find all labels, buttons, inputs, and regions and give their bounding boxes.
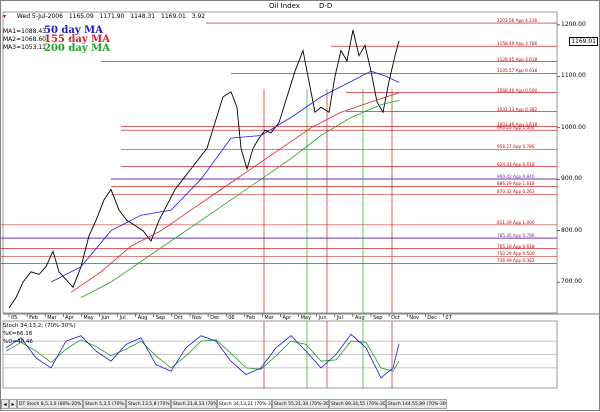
time-axis-label: May [83, 315, 94, 321]
time-axis-label: Jun [101, 315, 110, 321]
chart-title: Oil Index [269, 2, 300, 10]
fib-level-label: 958.27 App 0.786 [497, 144, 535, 150]
time-axis-label: Dec [427, 315, 437, 321]
time-axis-label: Jul [119, 315, 126, 321]
ma200-line [80, 100, 400, 298]
fib-level-label: 811.29 App 1.000 [497, 219, 535, 225]
title-bar: Oil Index D-D [1, 1, 599, 11]
tab-scroll-right-icon[interactable]: ▸ [9, 399, 17, 409]
fib-level-label: 736.49 App 0.382 [497, 258, 535, 264]
ohlc-close: 1169.01 [161, 13, 186, 20]
time-axis-label: Jul [336, 315, 343, 321]
price-axis-label: 1000.00 [561, 123, 586, 131]
chart-period: D-D [319, 2, 333, 10]
ohlc-change: 3.92 [191, 13, 206, 20]
ma2-legend: 155 day MA [44, 34, 110, 45]
indicator-tab[interactable]: Stoch 55,21,34 (70%-30%) [272, 399, 329, 409]
price-axis-label: 1200.00 [561, 20, 586, 28]
last-price-badge: 1169.01 [569, 36, 598, 46]
chart-menu-icon[interactable]: ▾ [3, 13, 7, 20]
time-axis-label: Apr [282, 315, 292, 321]
price-axis-label: 900.00 [561, 175, 582, 183]
time-axis-label: Feb [246, 315, 256, 321]
fib-level-label: 1002.40 App 3.618 [497, 121, 538, 127]
fib-level-label: 870.32 App 0.262 [497, 189, 535, 195]
time-axis-label: Aug [354, 315, 365, 321]
time-axis-label: Feb [29, 315, 38, 321]
indicator-tab[interactable]: Stoch 5,3,5 (70%-30%) [83, 399, 126, 409]
ma2-readout: MA2=1068.60 [3, 36, 46, 43]
price-axis-label: 1100.00 [561, 72, 586, 80]
time-axis-label: Apr [65, 315, 74, 321]
time-axis-label: Sep [155, 315, 166, 321]
stoch-d-line [5, 339, 400, 372]
indicator-tab[interactable]: Stoch 21,8,13 (70%-30%) [171, 399, 217, 409]
fib-level-label: 765.18 App 0.618 [497, 243, 535, 249]
fib-level-label: 900.42 App 0.840 [497, 174, 535, 179]
ma155-line [70, 92, 400, 293]
indicator-tab[interactable]: Stoch 13,5,8 (70%-30%) [126, 399, 171, 409]
fib-level-label: 924.33 App 0.618 [497, 161, 535, 167]
stoch-d-readout: %D=40.46 [3, 339, 33, 345]
time-axis-label: Aug [137, 315, 148, 321]
time-axis-label: Oct [391, 315, 400, 321]
ma3-legend: 200 day MA [44, 43, 110, 54]
fib-level-label: 785.46 App 0.786 [497, 233, 535, 239]
time-axis-label: Mar [264, 315, 274, 321]
time-axis-label: Mar [47, 315, 57, 321]
fib-level-label: 1158.49 App 3.786 [497, 41, 538, 47]
time-axis-label: Dec [210, 315, 220, 321]
time-axis-label: Jun [318, 315, 327, 321]
fib-level-label: 1105.57 App 0.618 [497, 68, 538, 74]
time-axis-label: Nov [409, 315, 419, 321]
ma3-readout: MA3=1053.11 [3, 44, 46, 51]
fib-level-label: 1031.23 App 0.382 [497, 106, 538, 112]
time-axis-label: 07 [445, 315, 452, 321]
fib-level-label: 886.29 App 1.618 [497, 181, 535, 187]
time-axis-label: May [300, 315, 311, 321]
indicator-tab[interactable]: DT Stoch 8,5,3,0 (80%-20%) 8,5,3,0 [17, 399, 83, 409]
fib-level-label: 995.23 App 1.000 [497, 125, 535, 131]
stoch-k-readout: %K=66.18 [3, 331, 33, 337]
stoch-title: Stoch 34,13,2; (70%-30%) [3, 323, 76, 329]
ma1-legend: 50 day MA [44, 25, 103, 36]
ohlc-open: 1165.09 [68, 13, 94, 20]
ma1-readout: MA1=1088.43 [3, 28, 46, 35]
indicator-tab[interactable]: Stoch 144,55,89 (70%-30%) [386, 399, 447, 409]
time-axis-label: 06 [228, 315, 235, 321]
fib-level-label: 1128.45 App 3.618 [497, 56, 538, 62]
time-axis-label: Sep [373, 315, 383, 321]
fib-level-label: 1068.40 App 0.500 [497, 87, 538, 93]
fib-level-label: 1203.56 App 4.236 [497, 18, 538, 24]
time-axis-label: Oct [173, 315, 183, 321]
ma50-line [50, 70, 400, 283]
fib-level-label: 750.29 App 0.500 [497, 251, 535, 257]
price-axis-label: 700.00 [561, 278, 582, 286]
ohlc-low: 1148.31 [130, 13, 156, 20]
indicator-tab[interactable]: Stoch 34,13,21 (70%-30%) [217, 399, 272, 409]
time-axis-label: 05 [11, 315, 18, 321]
time-axis-label: Nov [192, 315, 202, 321]
indicator-tab[interactable]: Stoch 89,34,55 (70%-30%) [329, 399, 386, 409]
price-series-line [8, 29, 400, 309]
ohlc-high: 1171.90 [99, 13, 125, 20]
price-axis-label: 800.00 [561, 226, 582, 234]
ohlc-date: Wed 5-Jul-2006 [16, 13, 63, 20]
price-pane-frame [2, 11, 558, 314]
ohlc-readout: ▾ Wed 5-Jul-2006 1165.09 1171.90 1148.31… [3, 12, 209, 22]
tab-scroll-left-icon[interactable]: ◂ [1, 399, 9, 409]
stoch-k-line [5, 333, 400, 379]
